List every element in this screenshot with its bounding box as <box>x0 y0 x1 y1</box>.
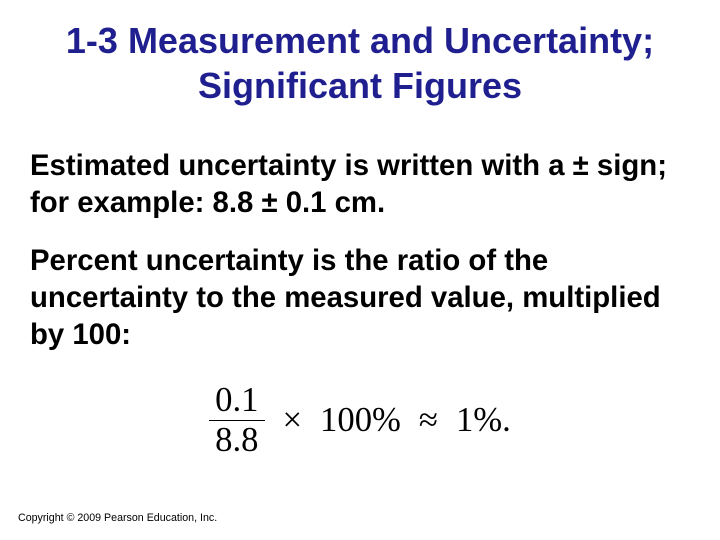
equation-numerator: 0.1 <box>209 383 264 420</box>
copyright-notice: Copyright © 2009 Pearson Education, Inc. <box>18 512 217 524</box>
paragraph-estimated-uncertainty: Estimated uncertainty is written with a … <box>30 148 690 221</box>
slide-body: Estimated uncertainty is written with a … <box>0 108 720 458</box>
equation-fraction: 0.1 8.8 <box>209 383 264 457</box>
equation-denominator: 8.8 <box>209 421 264 458</box>
equation-approx-symbol: ≈ <box>419 401 438 440</box>
paragraph-percent-uncertainty: Percent uncertainty is the ratio of the … <box>30 243 690 353</box>
slide-title: 1-3 Measurement and Uncertainty; Signifi… <box>0 0 720 108</box>
equation-times-symbol: × <box>283 401 303 440</box>
equation-percent-factor: 100% <box>320 401 401 440</box>
slide: 1-3 Measurement and Uncertainty; Signifi… <box>0 0 720 540</box>
percent-uncertainty-equation: 0.1 8.8 × 100% ≈ 1%. <box>30 381 690 457</box>
equation-result: 1%. <box>456 401 511 440</box>
title-line-1: 1-3 Measurement and Uncertainty; <box>0 18 720 63</box>
title-line-2: Significant Figures <box>0 63 720 108</box>
